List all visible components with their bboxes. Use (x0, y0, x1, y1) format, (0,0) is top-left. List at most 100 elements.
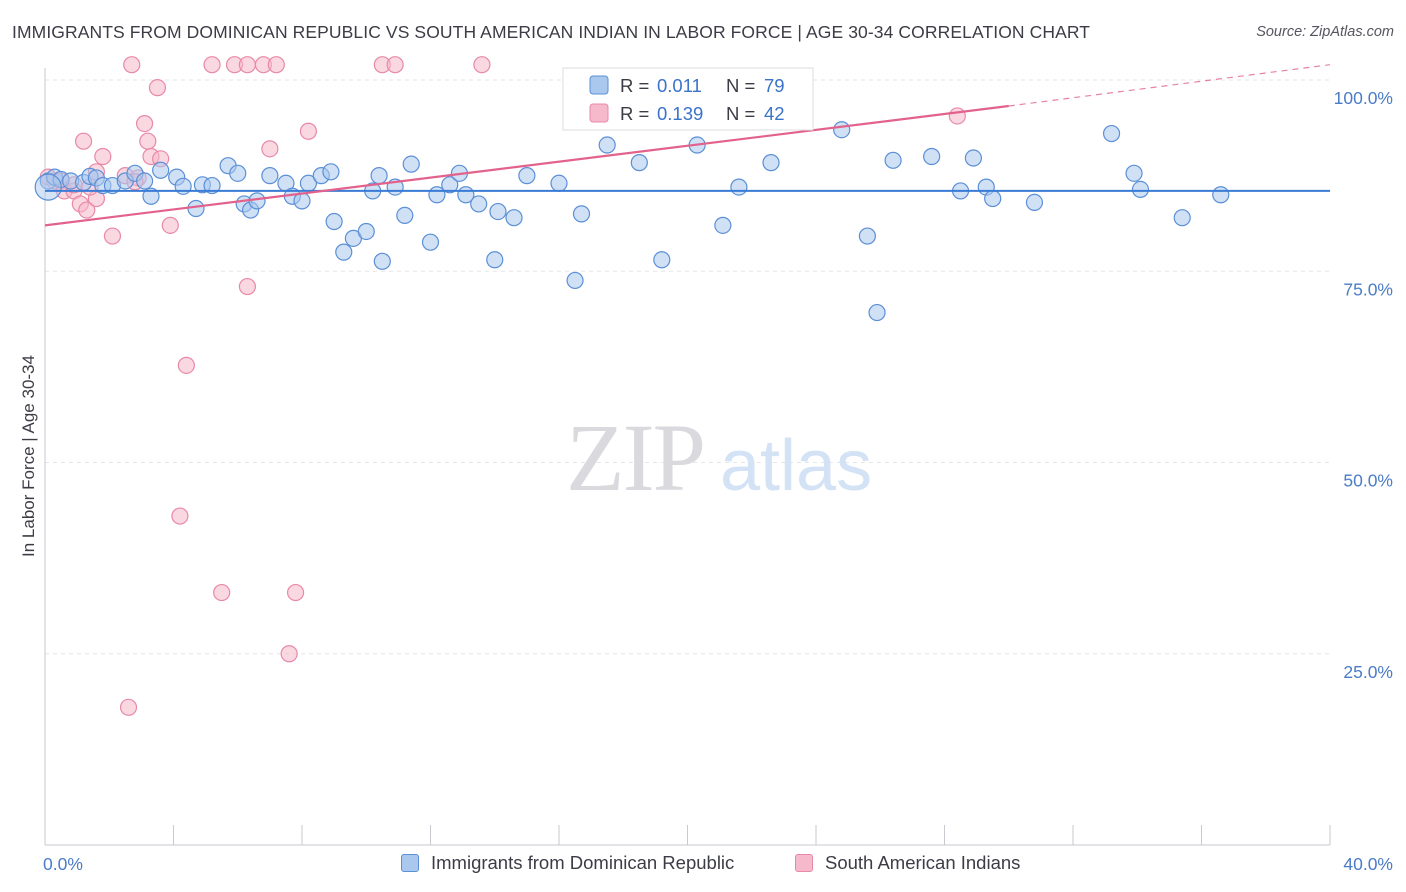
data-point-blue (325, 212, 343, 231)
data-point-blue (335, 243, 353, 261)
data-point-blue (441, 176, 459, 194)
data-point-blue (884, 151, 902, 169)
legend-r-label: R = (620, 103, 649, 124)
data-point-blue (550, 174, 568, 192)
data-point-pink (139, 132, 157, 150)
data-point-blue (489, 202, 507, 221)
data-point-blue (1102, 124, 1121, 143)
x-tick-label: 0.0% (43, 854, 83, 874)
data-point-blue (152, 161, 170, 179)
data-point-pink (103, 227, 122, 245)
data-point-blue (923, 147, 941, 166)
data-point-blue (135, 172, 154, 190)
data-point-blue (261, 167, 279, 185)
data-point-pink (94, 147, 112, 166)
data-point-blue (421, 233, 440, 251)
trend-line-pink-extension (1008, 64, 1331, 107)
data-point-pink (177, 356, 195, 374)
data-point-blue (566, 271, 584, 290)
data-point-blue (630, 154, 648, 172)
data-point-pink (238, 56, 256, 74)
data-point-blue (653, 251, 671, 269)
data-point-blue (142, 187, 160, 205)
data-point-blue (714, 216, 732, 234)
watermark-zip: ZIP (566, 404, 704, 511)
y-tick-labels: 25.0% 50.0% 75.0% 100.0% (1334, 88, 1393, 682)
legend-swatch-pink (589, 103, 609, 123)
data-point-blue (572, 205, 591, 223)
data-point-blue (858, 227, 877, 245)
legend-label: South American Indians (825, 852, 1021, 873)
data-point-blue (762, 154, 780, 172)
legend-r-label: R = (620, 75, 649, 96)
data-point-blue (357, 222, 375, 241)
trend-lines (44, 64, 1331, 227)
watermark: ZIP atlas (566, 404, 872, 511)
data-point-blue (1173, 209, 1191, 227)
data-point-blue (505, 209, 523, 227)
data-point-blue (174, 177, 192, 195)
data-point-blue (598, 136, 616, 154)
legend-item-south-american-indians: South American Indians (795, 852, 1020, 874)
data-point-blue (868, 303, 886, 322)
data-point-blue (396, 206, 414, 225)
data-point-blue (730, 178, 748, 196)
data-point-pink (123, 56, 141, 74)
source-label: Source: ZipAtlas.com (1256, 24, 1394, 40)
data-point-blue (322, 163, 340, 181)
legend-box: R = 0.011 N = 79 R = 0.139 N = 42 (562, 67, 814, 131)
data-point-blue (1131, 180, 1150, 198)
data-point-pink (119, 698, 138, 716)
data-point-blue (1025, 193, 1044, 211)
data-point-blue (470, 195, 488, 213)
data-point-blue (518, 167, 536, 185)
data-point-pink (280, 645, 298, 663)
data-point-blue (229, 164, 247, 182)
series-south-american-indians (39, 56, 966, 716)
data-point-pink (948, 107, 966, 125)
data-point-pink (74, 132, 93, 150)
data-point-pink (299, 122, 318, 140)
legend-n-label: N = (726, 75, 755, 96)
data-point-pink (238, 277, 256, 296)
legend-swatch-blue (401, 854, 419, 872)
data-point-blue (373, 252, 391, 270)
data-point-blue (402, 155, 420, 173)
legend-item-dominican-republic: Immigrants from Dominican Republic (401, 852, 734, 874)
series-immigrants-dominican-republic (34, 101, 1230, 322)
x-tick-label: 40.0% (1343, 854, 1393, 874)
data-point-blue (1125, 164, 1143, 182)
legend-n-value: 42 (764, 103, 785, 124)
legend-swatch-pink (795, 854, 813, 872)
legend-n-label: N = (726, 103, 755, 124)
data-point-blue (370, 167, 388, 185)
bottom-legend: Immigrants from Dominican Republic South… (0, 852, 1406, 878)
data-point-blue-cluster (34, 173, 62, 201)
data-point-pink (213, 583, 231, 602)
data-point-pink (171, 507, 189, 525)
data-point-pink (203, 56, 221, 74)
data-point-pink (261, 140, 279, 158)
y-tick-label: 75.0% (1343, 279, 1393, 299)
y-tick-label: 100.0% (1334, 88, 1393, 108)
data-point-blue (1212, 186, 1230, 204)
legend-swatch-blue (589, 75, 609, 95)
data-point-blue (984, 189, 1002, 208)
trend-line-pink (44, 104, 1009, 227)
y-tick-label: 25.0% (1343, 662, 1393, 682)
data-point-pink (78, 201, 96, 219)
data-point-pink (135, 115, 154, 133)
y-tick-label: 50.0% (1343, 471, 1393, 491)
data-point-pink (148, 79, 167, 97)
data-point-blue (833, 121, 851, 139)
data-point-blue (486, 251, 504, 269)
legend-r-value: 0.139 (657, 103, 703, 124)
data-point-blue (964, 149, 983, 167)
data-point-pink (267, 56, 285, 74)
legend-n-value: 79 (764, 75, 785, 96)
data-point-pink (161, 216, 179, 234)
watermark-atlas: atlas (720, 426, 872, 506)
data-point-blue (187, 199, 205, 218)
x-tick-labels: 0.0% 40.0% (43, 854, 1393, 874)
data-point-pink (386, 56, 404, 74)
